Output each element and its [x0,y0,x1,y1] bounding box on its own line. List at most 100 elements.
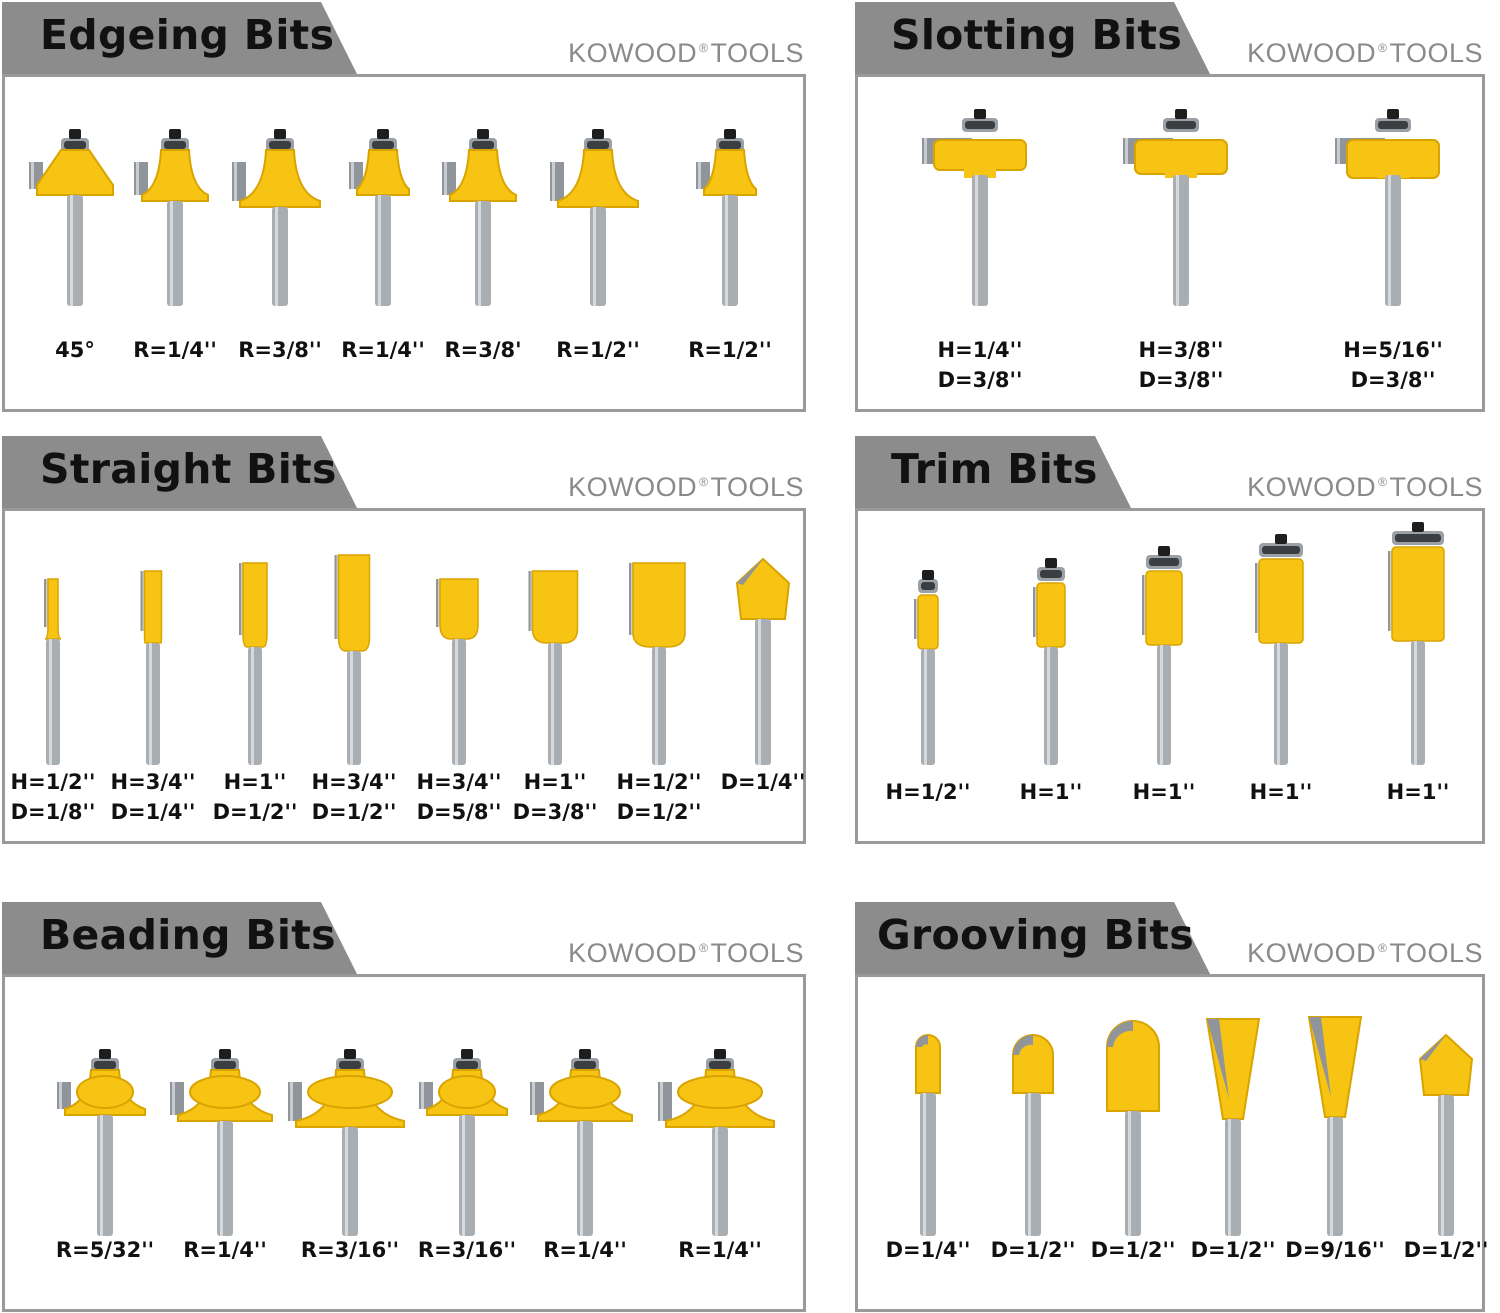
spec-line: H=1'' [1132,780,1196,804]
section-tab [855,902,1210,974]
brand-name: KOWOOD [1247,472,1377,502]
brand-label: KOWOOD ®TOOLS [1247,938,1483,969]
router-bit-round [349,129,410,306]
spec-line: R=1/4'' [133,338,217,362]
router-bit-slot [922,109,1027,306]
bit-image [318,120,448,314]
router-bit-straight [334,554,371,765]
bit-image [968,995,1098,1244]
spec-line: H=3/4'' [110,770,196,794]
bit-image [655,1040,785,1244]
section-title: Slotting Bits [891,11,1183,59]
router-bit-trim [1033,558,1066,765]
bit-image [110,120,240,314]
section-beading-bits: Beading Bits KOWOOD ®TOOLS R=5/32'' R=1/4'' R… [2,902,806,1312]
bit-spec-label: H=3/8'' D=3/8'' [1111,335,1251,395]
bit-image [289,519,419,773]
router-bit-slot [1123,109,1228,306]
spec-line: R=3/16'' [300,1238,400,1262]
bit-spec-label: R=3/16'' [280,1235,420,1265]
section-panel: H=1/2'' D=1/8'' H=3/4'' D=1/4'' H=1'' D=1/2''… [2,508,806,844]
spec-line: D=3/8'' [1350,368,1436,392]
bit-image [698,519,828,773]
bit-spec-label: H=1/2'' D=1/2'' [589,767,729,827]
spec-line: D=3/8'' [937,368,1023,392]
section-grooving-bits: Grooving Bits KOWOOD ®TOOLS D=1/4'' D=1/2'' D… [855,902,1488,1312]
bit-image [402,1040,532,1244]
section-title: Grooving Bits [877,911,1195,959]
brand-suffix: TOOLS [1389,38,1483,68]
section-panel: H=1/4'' D=3/8'' H=3/8'' D=3/8'' H=5/16'' D=3/… [855,74,1485,412]
bit-image [1270,995,1400,1244]
bit-image [1216,519,1346,773]
bit-spec-label: H=3/4'' D=1/2'' [284,767,424,827]
router-bit-vpoint [1418,1033,1474,1236]
router-bit-slot [1335,109,1440,306]
brand-name: KOWOOD [568,38,698,68]
bit-image [10,120,140,314]
bit-image [1353,519,1483,773]
bit-spec-label: H=1/2'' D=1/8'' [0,767,123,827]
section-trim-bits: Trim Bits KOWOOD ®TOOLS H=1/2'' H=1'' H=1'' H=… [855,436,1485,844]
spec-line: R=5/32'' [55,1238,155,1262]
brand-suffix: TOOLS [1389,938,1483,968]
router-bit-dovetail [1307,1016,1363,1236]
bit-image [1168,995,1298,1244]
spec-line: H=1/2'' [885,780,971,804]
spec-line: H=1/2'' [616,770,702,794]
spec-line: R=1/4'' [678,1238,762,1262]
spec-line: R=1/4'' [183,1238,267,1262]
registered-mark: ® [1378,475,1388,489]
brand-label: KOWOOD ®TOOLS [568,38,804,69]
brand-name: KOWOOD [1247,938,1377,968]
bit-spec-label: R=5/32'' [35,1235,175,1265]
bit-spec-label: D=1/2'' [1063,1235,1203,1265]
spec-line: D=9/16'' [1285,1238,1385,1262]
router-bit-round [696,129,757,306]
registered-mark: ® [1378,41,1388,55]
router-bit-coreround [1012,1034,1054,1236]
router-bit-straight [528,570,579,765]
router-bit-round [550,129,639,306]
spec-line: H=3/4'' [416,770,502,794]
section-edgeing-bits: Edgeing Bits KOWOOD ®TOOLS 45° R=1/4'' R=3/8'… [2,2,806,412]
bit-image [190,519,320,773]
brand-label: KOWOOD ®TOOLS [568,938,804,969]
spec-line: H=1'' [523,770,587,794]
bit-image [915,100,1045,314]
bit-spec-label: D=1/2'' [1163,1235,1303,1265]
bit-image [215,120,345,314]
router-bit-coreround [915,1034,941,1236]
bit-spec-label: H=1'' [1211,777,1351,807]
spec-line: H=1'' [1019,780,1083,804]
router-bit-bead [57,1049,146,1236]
bit-image [394,519,524,773]
brand-suffix: TOOLS [1389,472,1483,502]
registered-mark: ® [699,475,709,489]
spec-line: D=1/2'' [1190,1238,1276,1262]
bit-spec-label: H=1'' [1094,777,1234,807]
brand-suffix: TOOLS [710,938,804,968]
router-bit-round [442,129,517,306]
bit-spec-label: H=1/2'' [858,777,998,807]
spec-line: H=1/4'' [937,338,1023,362]
bit-spec-label: R=3/16'' [397,1235,537,1265]
brand-suffix: TOOLS [710,472,804,502]
bit-image [863,995,993,1244]
bit-image [986,519,1116,773]
bit-spec-label: R=1/4'' [313,335,453,365]
registered-mark: ® [1378,941,1388,955]
bit-image [520,1040,650,1244]
spec-line: D=1/2'' [616,800,702,824]
section-panel: 45° R=1/4'' R=3/8'' R=1/4'' R=3/8' R=1/2'' R=1… [2,74,806,412]
section-title: Edgeing Bits [40,11,335,59]
router-bit-trim [1142,546,1183,765]
spec-line: R=3/8'' [238,338,322,362]
bit-spec-label: R=1/2'' [528,335,668,365]
section-slotting-bits: Slotting Bits KOWOOD ®TOOLS H=1/4'' D=3/8'' H… [855,2,1485,412]
spec-line: D=1/2'' [212,800,298,824]
bit-spec-label: R=3/8' [413,335,553,365]
router-bit-bead [288,1049,405,1236]
section-straight-bits: Straight Bits KOWOOD ®TOOLS H=1/2'' D=1/8'' H… [2,436,806,844]
router-bit-straight [436,578,479,765]
